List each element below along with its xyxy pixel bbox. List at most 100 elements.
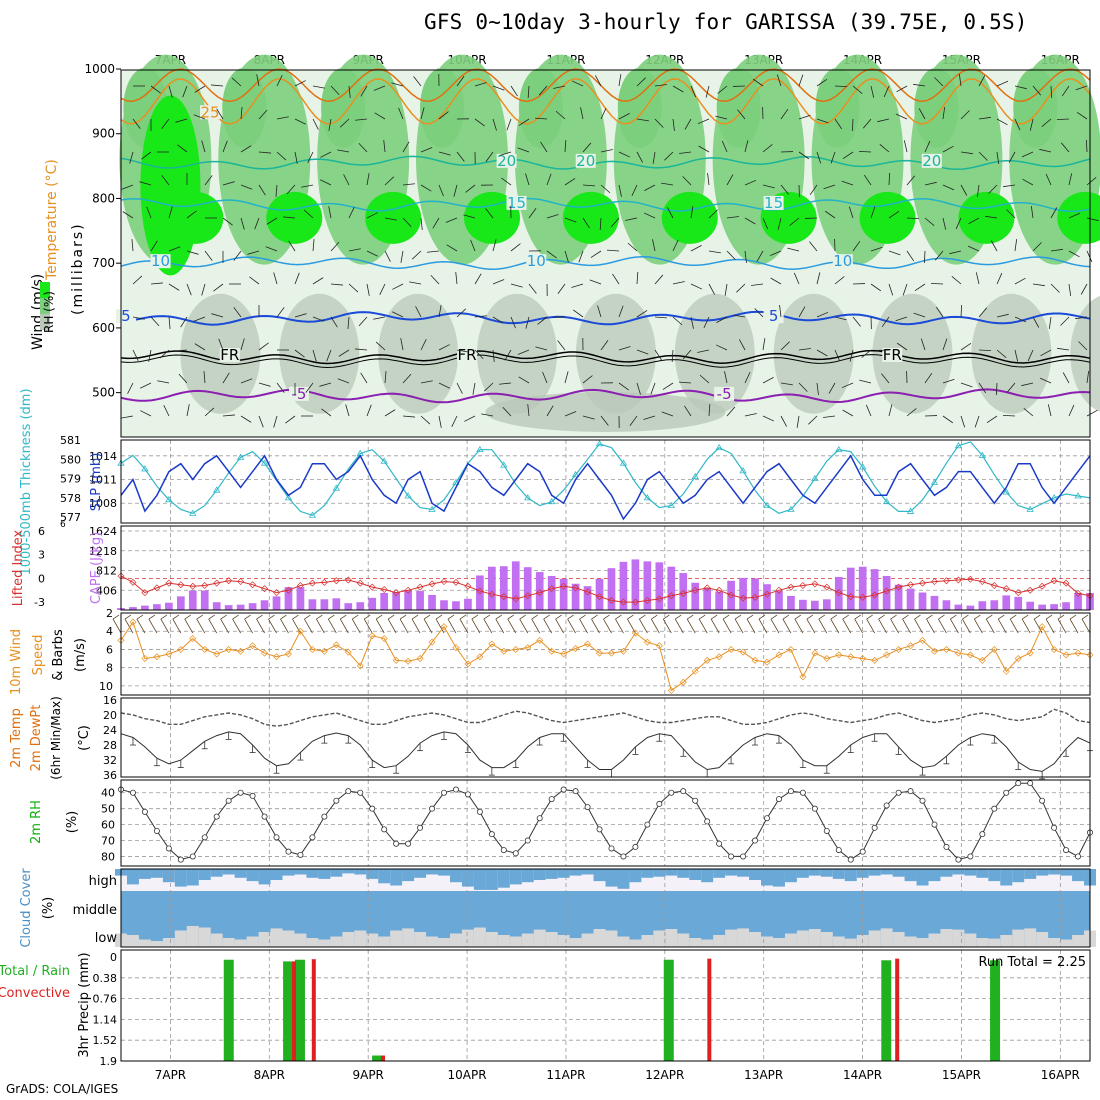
wind-barb — [863, 174, 872, 186]
lifted-index-point — [727, 591, 735, 599]
wind-speed-point — [1050, 645, 1058, 653]
surface-wind-barb — [830, 618, 840, 634]
wind-speed-point — [488, 640, 496, 648]
wind-barb — [140, 410, 152, 417]
cape-bar — [129, 607, 137, 610]
surface-wind-barb — [160, 618, 170, 634]
contour-label: FR — [883, 346, 902, 364]
surface-wind-barb — [172, 618, 182, 634]
wind-speed-point — [596, 649, 604, 657]
cloud-low-bar — [581, 933, 594, 947]
cloud-high-bar — [557, 869, 570, 878]
wind-barb — [1014, 316, 1027, 323]
cape-bar — [236, 604, 245, 610]
lifted-index-point — [560, 582, 568, 590]
wind-barb — [870, 283, 882, 292]
wind-barb — [161, 118, 170, 129]
wind-barb — [330, 283, 343, 286]
dewpt-ylabel: 2m DewPt — [29, 705, 44, 772]
cloud-high-bar — [222, 869, 235, 875]
thickness-point — [978, 451, 987, 458]
surface-wind-barb — [627, 618, 636, 634]
cloud-low-bar — [808, 929, 821, 947]
wind-barb — [528, 283, 537, 294]
precip-tick-label: 0.76 — [93, 993, 118, 1006]
cape-bar — [440, 600, 448, 610]
wind-barb — [175, 118, 188, 123]
wind-barb — [618, 346, 631, 351]
cape-bar — [715, 591, 723, 610]
surface-wind-barb — [985, 618, 995, 634]
wind-speed-point — [201, 645, 209, 653]
wind-barb — [348, 85, 351, 98]
wind-barb — [240, 338, 245, 351]
cape-bar — [822, 599, 831, 610]
precip-convective-bar — [311, 959, 316, 1061]
wind-barb — [942, 217, 947, 230]
cape-bar — [894, 584, 903, 610]
rh-point — [823, 827, 830, 834]
wind-barb — [708, 250, 721, 254]
wind-speed-point — [787, 645, 795, 653]
wind-barb — [1086, 217, 1099, 222]
thickness-point — [524, 494, 532, 501]
cloud-low-bar — [988, 938, 1001, 947]
rh-tick-label: 70 — [101, 835, 115, 848]
cloud-low-bar — [868, 930, 881, 947]
surface-wind-barb — [471, 618, 481, 634]
wind-barb — [273, 272, 278, 285]
surface-wind-barb — [112, 614, 120, 620]
surface-wind-barb — [1010, 614, 1017, 620]
wind-barb — [610, 217, 620, 228]
wind-barb — [345, 404, 350, 417]
contour-label: 20 — [497, 152, 516, 170]
rh-point — [704, 818, 711, 825]
wind-barb — [432, 217, 440, 229]
lifted-index-point — [452, 578, 460, 586]
cloud-low-bar — [701, 939, 714, 947]
date-label-bottom: 11APR — [546, 1068, 585, 1082]
date-label-bottom: 16APR — [1041, 1068, 1080, 1082]
wind-barb — [373, 316, 386, 320]
lifted-index-point — [1002, 585, 1010, 593]
thickness-point — [643, 494, 652, 501]
wind-barb — [607, 249, 620, 252]
lifted-index-point — [895, 583, 903, 591]
wind-barb — [420, 184, 432, 192]
wind-barb — [787, 247, 800, 252]
cloud-low-bar — [593, 929, 606, 947]
wind-barb — [913, 312, 926, 318]
cape-bar — [392, 592, 400, 610]
wind-barb — [776, 74, 782, 87]
thickness-point — [404, 492, 412, 499]
cape-bar — [511, 561, 520, 610]
thickness-ylabel-group: 1000-500mb Thickness (dm) — [19, 388, 34, 575]
cape-bar — [464, 598, 472, 610]
cape-bar — [141, 605, 149, 610]
wind-barb — [168, 206, 173, 219]
cape-bar — [882, 575, 891, 610]
cape-bar — [1062, 602, 1070, 610]
cloud-high-bar — [1072, 869, 1085, 882]
thickness-point — [715, 443, 723, 451]
rh-point — [476, 808, 483, 815]
wind-barb — [132, 275, 143, 285]
cloud-high-bar — [856, 869, 869, 878]
rh-point — [775, 796, 782, 803]
cloud-high-bar — [761, 869, 773, 886]
wind-barb — [438, 344, 450, 351]
wind-barb — [276, 382, 285, 393]
lifted-index-point — [655, 595, 663, 603]
thickness-point — [595, 440, 604, 447]
wind-barb — [798, 114, 811, 120]
surface-wind-barb — [579, 614, 586, 620]
wind-barb — [1032, 242, 1042, 252]
cloud-high-bar — [162, 869, 175, 883]
surface-wind-barb — [567, 618, 576, 634]
wind-barb — [914, 283, 926, 292]
wind-barb — [762, 377, 774, 384]
wind-barb — [652, 239, 656, 252]
temp-tick-label: 24 — [103, 724, 117, 737]
wind-barb — [1039, 377, 1052, 384]
wind-barb — [1032, 316, 1040, 328]
